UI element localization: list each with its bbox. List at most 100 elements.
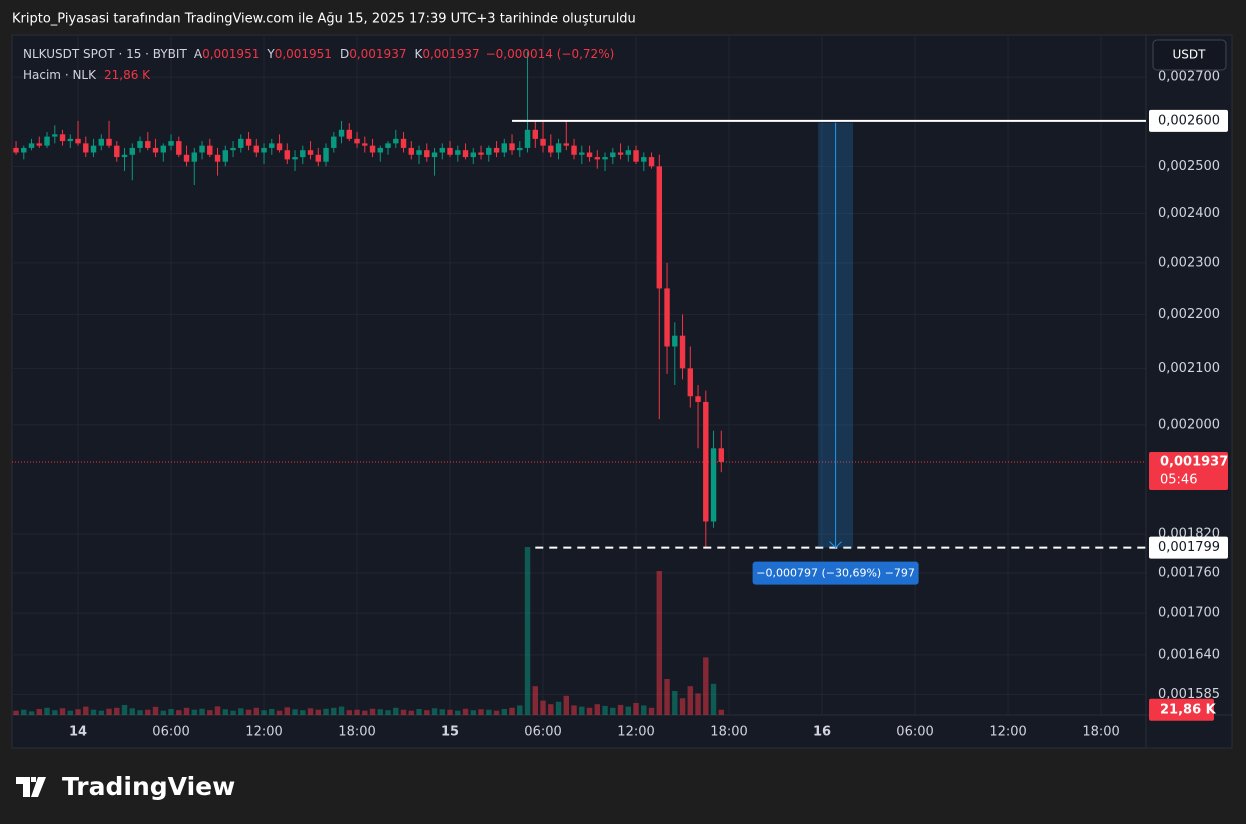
volume-bar — [455, 710, 461, 715]
volume-bar — [300, 710, 306, 715]
volume-bar — [284, 707, 290, 715]
currency-button[interactable] — [1152, 39, 1227, 71]
candle-body — [548, 145, 554, 153]
candle-body — [633, 150, 639, 162]
volume-bar — [315, 709, 321, 715]
logo-mark — [16, 777, 46, 797]
x-tick-label: 12:00 — [989, 725, 1026, 740]
candle-body — [540, 138, 546, 146]
volume-bar — [400, 709, 407, 715]
volume-bar — [509, 707, 515, 715]
candle-body — [524, 129, 531, 148]
volume-bar — [571, 705, 577, 715]
volume-bar — [114, 707, 120, 715]
candle-body — [114, 145, 120, 158]
volume-bar — [36, 709, 42, 715]
volume-bar — [648, 707, 655, 715]
x-tick-label: 06:00 — [524, 725, 561, 740]
y-tick-label: 0,002100 — [1158, 361, 1220, 376]
volume-bar — [292, 709, 298, 715]
ohlc-value: 0,001951 — [275, 47, 332, 61]
x-tick-label: 15 — [441, 725, 459, 740]
volume-bar — [486, 709, 492, 715]
chart-panel — [11, 34, 1233, 749]
measure-arrowhead — [829, 541, 842, 549]
candle-body — [672, 335, 678, 347]
candle-body — [579, 152, 585, 155]
y-tick-label: 0,002200 — [1158, 307, 1220, 322]
volume-bar — [579, 706, 585, 715]
volume-bar — [183, 707, 190, 715]
volume-bar — [424, 710, 430, 715]
candle-body — [625, 150, 632, 155]
candle-body — [315, 154, 321, 162]
symbol-legend: NLKUSDT SPOT · 15 · BYBIT A0,001951 Y0,001… — [23, 47, 614, 61]
volume-bar — [416, 709, 422, 715]
y-tick-label: 0,002000 — [1158, 417, 1220, 432]
candle-body — [160, 145, 166, 153]
candle-body — [152, 147, 159, 153]
volume-bar — [687, 686, 694, 715]
volume-bar — [439, 709, 446, 715]
candle-body — [416, 150, 422, 155]
measure-label: −0,000797 (−30,69%) −797 — [756, 567, 915, 580]
candle-body — [478, 152, 484, 155]
volume-bar — [28, 711, 35, 715]
volume-bar — [323, 708, 329, 715]
candle-body — [28, 143, 35, 148]
candle-body — [664, 288, 670, 347]
candle-body — [385, 143, 391, 148]
volume-bar — [594, 704, 601, 715]
volume-bar — [377, 709, 383, 715]
volume-bar — [191, 709, 197, 715]
volume-bar — [160, 710, 166, 715]
candle-body — [238, 138, 244, 148]
volume-label: 21,86 K — [1160, 702, 1217, 717]
volume-bar — [664, 679, 670, 715]
candle-body — [36, 143, 42, 146]
candle-body — [90, 145, 97, 153]
ohlc-key: D — [340, 47, 349, 61]
currency-label[interactable]: USDT — [1173, 48, 1207, 62]
candle-body — [617, 152, 624, 155]
x-tick-label: 18:00 — [338, 725, 375, 740]
candle-body — [284, 150, 290, 160]
countdown: 05:46 — [1160, 472, 1197, 487]
candle-body — [354, 138, 360, 144]
volume-bar — [168, 709, 174, 715]
y-tick-label: 0,001700 — [1158, 606, 1220, 621]
volume-bar — [253, 707, 259, 715]
y-tick-label: 0,002500 — [1158, 159, 1220, 174]
candle-body — [408, 147, 414, 155]
y-tick-label: 0,002700 — [1158, 70, 1220, 85]
candle-body — [393, 138, 399, 144]
candle-body — [509, 143, 515, 151]
candle-body — [710, 448, 717, 522]
candle-body — [338, 129, 345, 137]
price-label: 0,002600 — [1158, 113, 1220, 128]
candle-body — [718, 448, 725, 462]
measure-label-box — [752, 561, 919, 585]
x-tick-label: 12:00 — [617, 725, 654, 740]
candle-body — [346, 129, 352, 139]
volume-value: 21,86 K — [104, 68, 151, 82]
volume-bar — [656, 571, 663, 715]
volume-legend: Hacim · NLK 21,86 K — [23, 68, 151, 82]
candle-body — [207, 145, 213, 155]
candle-body — [222, 150, 228, 162]
volume-bar — [90, 709, 97, 715]
volume-label-box — [1149, 698, 1214, 721]
ohlc-key: Y — [266, 47, 275, 61]
candle-body — [455, 150, 461, 155]
candle-body — [300, 150, 306, 158]
candle-body — [602, 157, 608, 160]
volume-bar — [83, 706, 89, 715]
volume-bar — [501, 709, 508, 715]
candle-body — [145, 141, 151, 148]
candle-body — [59, 134, 66, 142]
volume-bar — [641, 705, 647, 715]
volume-bar — [408, 710, 414, 715]
candle-body — [98, 138, 104, 146]
candle-body — [129, 147, 135, 155]
